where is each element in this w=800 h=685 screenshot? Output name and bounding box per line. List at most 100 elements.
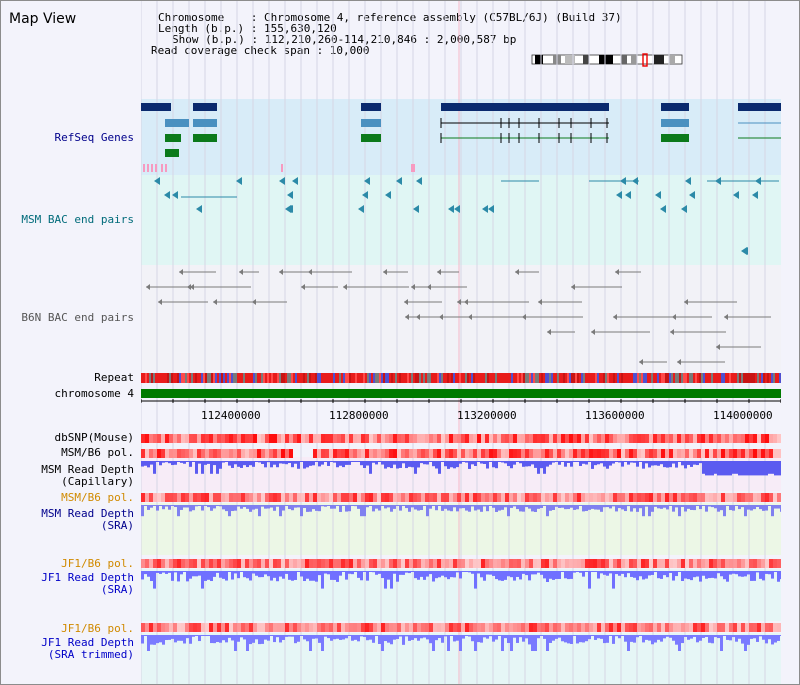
snp-density-cell xyxy=(333,493,337,502)
snp-density-cell xyxy=(401,623,405,632)
read-depth-bar xyxy=(522,505,525,512)
snp-density-cell xyxy=(185,449,189,458)
snp-density-cell xyxy=(497,623,501,632)
snp-density-cell xyxy=(157,623,161,632)
read-depth-bar xyxy=(558,505,561,508)
snp-density-cell xyxy=(265,623,269,632)
repeat-element xyxy=(401,373,403,383)
bac-end-marker xyxy=(677,359,681,365)
repeat-element xyxy=(269,373,271,383)
read-depth-bar xyxy=(489,461,492,462)
read-depth-bar xyxy=(486,505,489,512)
read-depth-bar xyxy=(726,635,729,640)
read-depth-bar xyxy=(378,461,381,462)
bac-end-marker xyxy=(364,177,370,185)
read-depth-bar xyxy=(375,635,378,636)
read-depth-bar xyxy=(357,505,360,509)
read-depth-bar xyxy=(447,635,450,651)
snp-density-cell xyxy=(445,449,449,458)
snp-density-cell xyxy=(545,623,549,632)
repeat-element xyxy=(399,373,401,383)
read-depth-bar xyxy=(309,635,312,651)
snp-density-cell xyxy=(249,623,253,632)
repeat-element xyxy=(619,373,621,383)
read-depth-bar xyxy=(747,635,750,645)
read-depth-bar xyxy=(342,635,345,640)
track-label-msm-read-depth-sra[interactable]: MSM Read Depth (SRA) xyxy=(41,507,134,532)
read-depth-bar xyxy=(504,505,507,508)
repeat-element xyxy=(575,373,577,383)
snp-density-cell xyxy=(773,434,777,443)
snp-density-cell xyxy=(645,449,649,458)
track-label-msm-b6-pol-sra[interactable]: MSM/B6 pol. xyxy=(61,491,134,504)
repeat-element xyxy=(587,373,589,383)
snp-density-cell xyxy=(637,623,641,632)
read-depth-bar xyxy=(225,635,228,643)
chromosome-ideogram[interactable] xyxy=(529,53,689,67)
read-depth-bar xyxy=(741,635,744,644)
snp-density-cell xyxy=(737,623,741,632)
snp-density-cell xyxy=(193,434,197,443)
read-depth-bar xyxy=(327,461,330,466)
track-label-jf1-b6-pol-2[interactable]: JF1/B6 pol. xyxy=(61,622,134,635)
track-label-repeat[interactable]: Repeat xyxy=(94,371,134,384)
snp-density-cell xyxy=(685,434,689,443)
snp-density-cell xyxy=(549,449,553,458)
read-depth-bar xyxy=(384,571,387,589)
snp-density-cell xyxy=(353,449,357,458)
track-label-jf1-b6-pol[interactable]: JF1/B6 pol. xyxy=(61,557,134,570)
snp-density-cell xyxy=(597,559,601,568)
snp-density-cell xyxy=(505,493,509,502)
snp-density-cell xyxy=(377,559,381,568)
track-label-msm-bac[interactable]: MSM BAC end pairs xyxy=(21,213,134,226)
snp-density-cell xyxy=(737,434,741,443)
read-depth-bar xyxy=(573,635,576,636)
read-depth-bar xyxy=(444,571,447,578)
read-depth-bar xyxy=(432,571,435,582)
snp-density-cell xyxy=(253,434,257,443)
read-depth-bar xyxy=(255,461,258,462)
snp-density-cell xyxy=(237,434,241,443)
read-depth-bar xyxy=(450,571,453,578)
repeat-element xyxy=(557,373,559,383)
read-depth-bar xyxy=(732,635,735,638)
repeat-element xyxy=(321,373,323,383)
gene-marker xyxy=(281,164,283,172)
track-area[interactable]: 112400000 112800000 113200000 113600000 … xyxy=(141,1,781,684)
read-depth-bar xyxy=(771,505,774,517)
read-depth-bar xyxy=(366,461,369,466)
read-depth-bar xyxy=(465,635,468,636)
repeat-element xyxy=(555,373,557,383)
read-depth-bar xyxy=(441,461,444,462)
track-label-msm-read-depth-capillary[interactable]: MSM Read Depth (Capillary) xyxy=(41,463,134,488)
snp-density-cell xyxy=(653,434,657,443)
current-region-marker xyxy=(642,53,648,67)
read-depth-bar xyxy=(186,571,189,582)
read-depth-bar xyxy=(408,461,411,467)
read-depth-bar xyxy=(147,571,150,577)
snp-density-cell xyxy=(381,449,385,458)
read-depth-bar xyxy=(243,461,246,466)
track-label-jf1-read-depth-trimmed[interactable]: JF1 Read Depth (SRA trimmed) xyxy=(41,636,134,661)
snp-density-cell xyxy=(217,559,221,568)
snp-density-cell xyxy=(729,434,733,443)
track-label-jf1-read-depth-sra[interactable]: JF1 Read Depth (SRA) xyxy=(41,571,134,596)
track-label-msm-b6-pol[interactable]: MSM/B6 pol. xyxy=(61,446,134,459)
read-depth-bar xyxy=(657,461,660,466)
read-depth-bar xyxy=(150,571,153,582)
read-depth-bar xyxy=(141,505,144,517)
snp-density-cell xyxy=(577,493,581,502)
snp-density-cell xyxy=(413,434,417,443)
track-label-refseq[interactable]: RefSeq Genes xyxy=(54,131,134,144)
snp-density-cell xyxy=(353,623,357,632)
read-depth-bar xyxy=(540,635,543,636)
snp-density-cell xyxy=(313,559,317,568)
read-depth-bar xyxy=(204,571,207,581)
read-depth-bar xyxy=(174,571,177,573)
snp-density-cell xyxy=(233,449,237,458)
read-depth-bar xyxy=(411,461,414,468)
track-label-b6n-bac[interactable]: B6N BAC end pairs xyxy=(21,311,134,324)
snp-density-cell xyxy=(185,434,189,443)
snp-density-cell xyxy=(717,559,721,568)
track-label-dbsnp[interactable]: dbSNP(Mouse) xyxy=(54,431,134,444)
